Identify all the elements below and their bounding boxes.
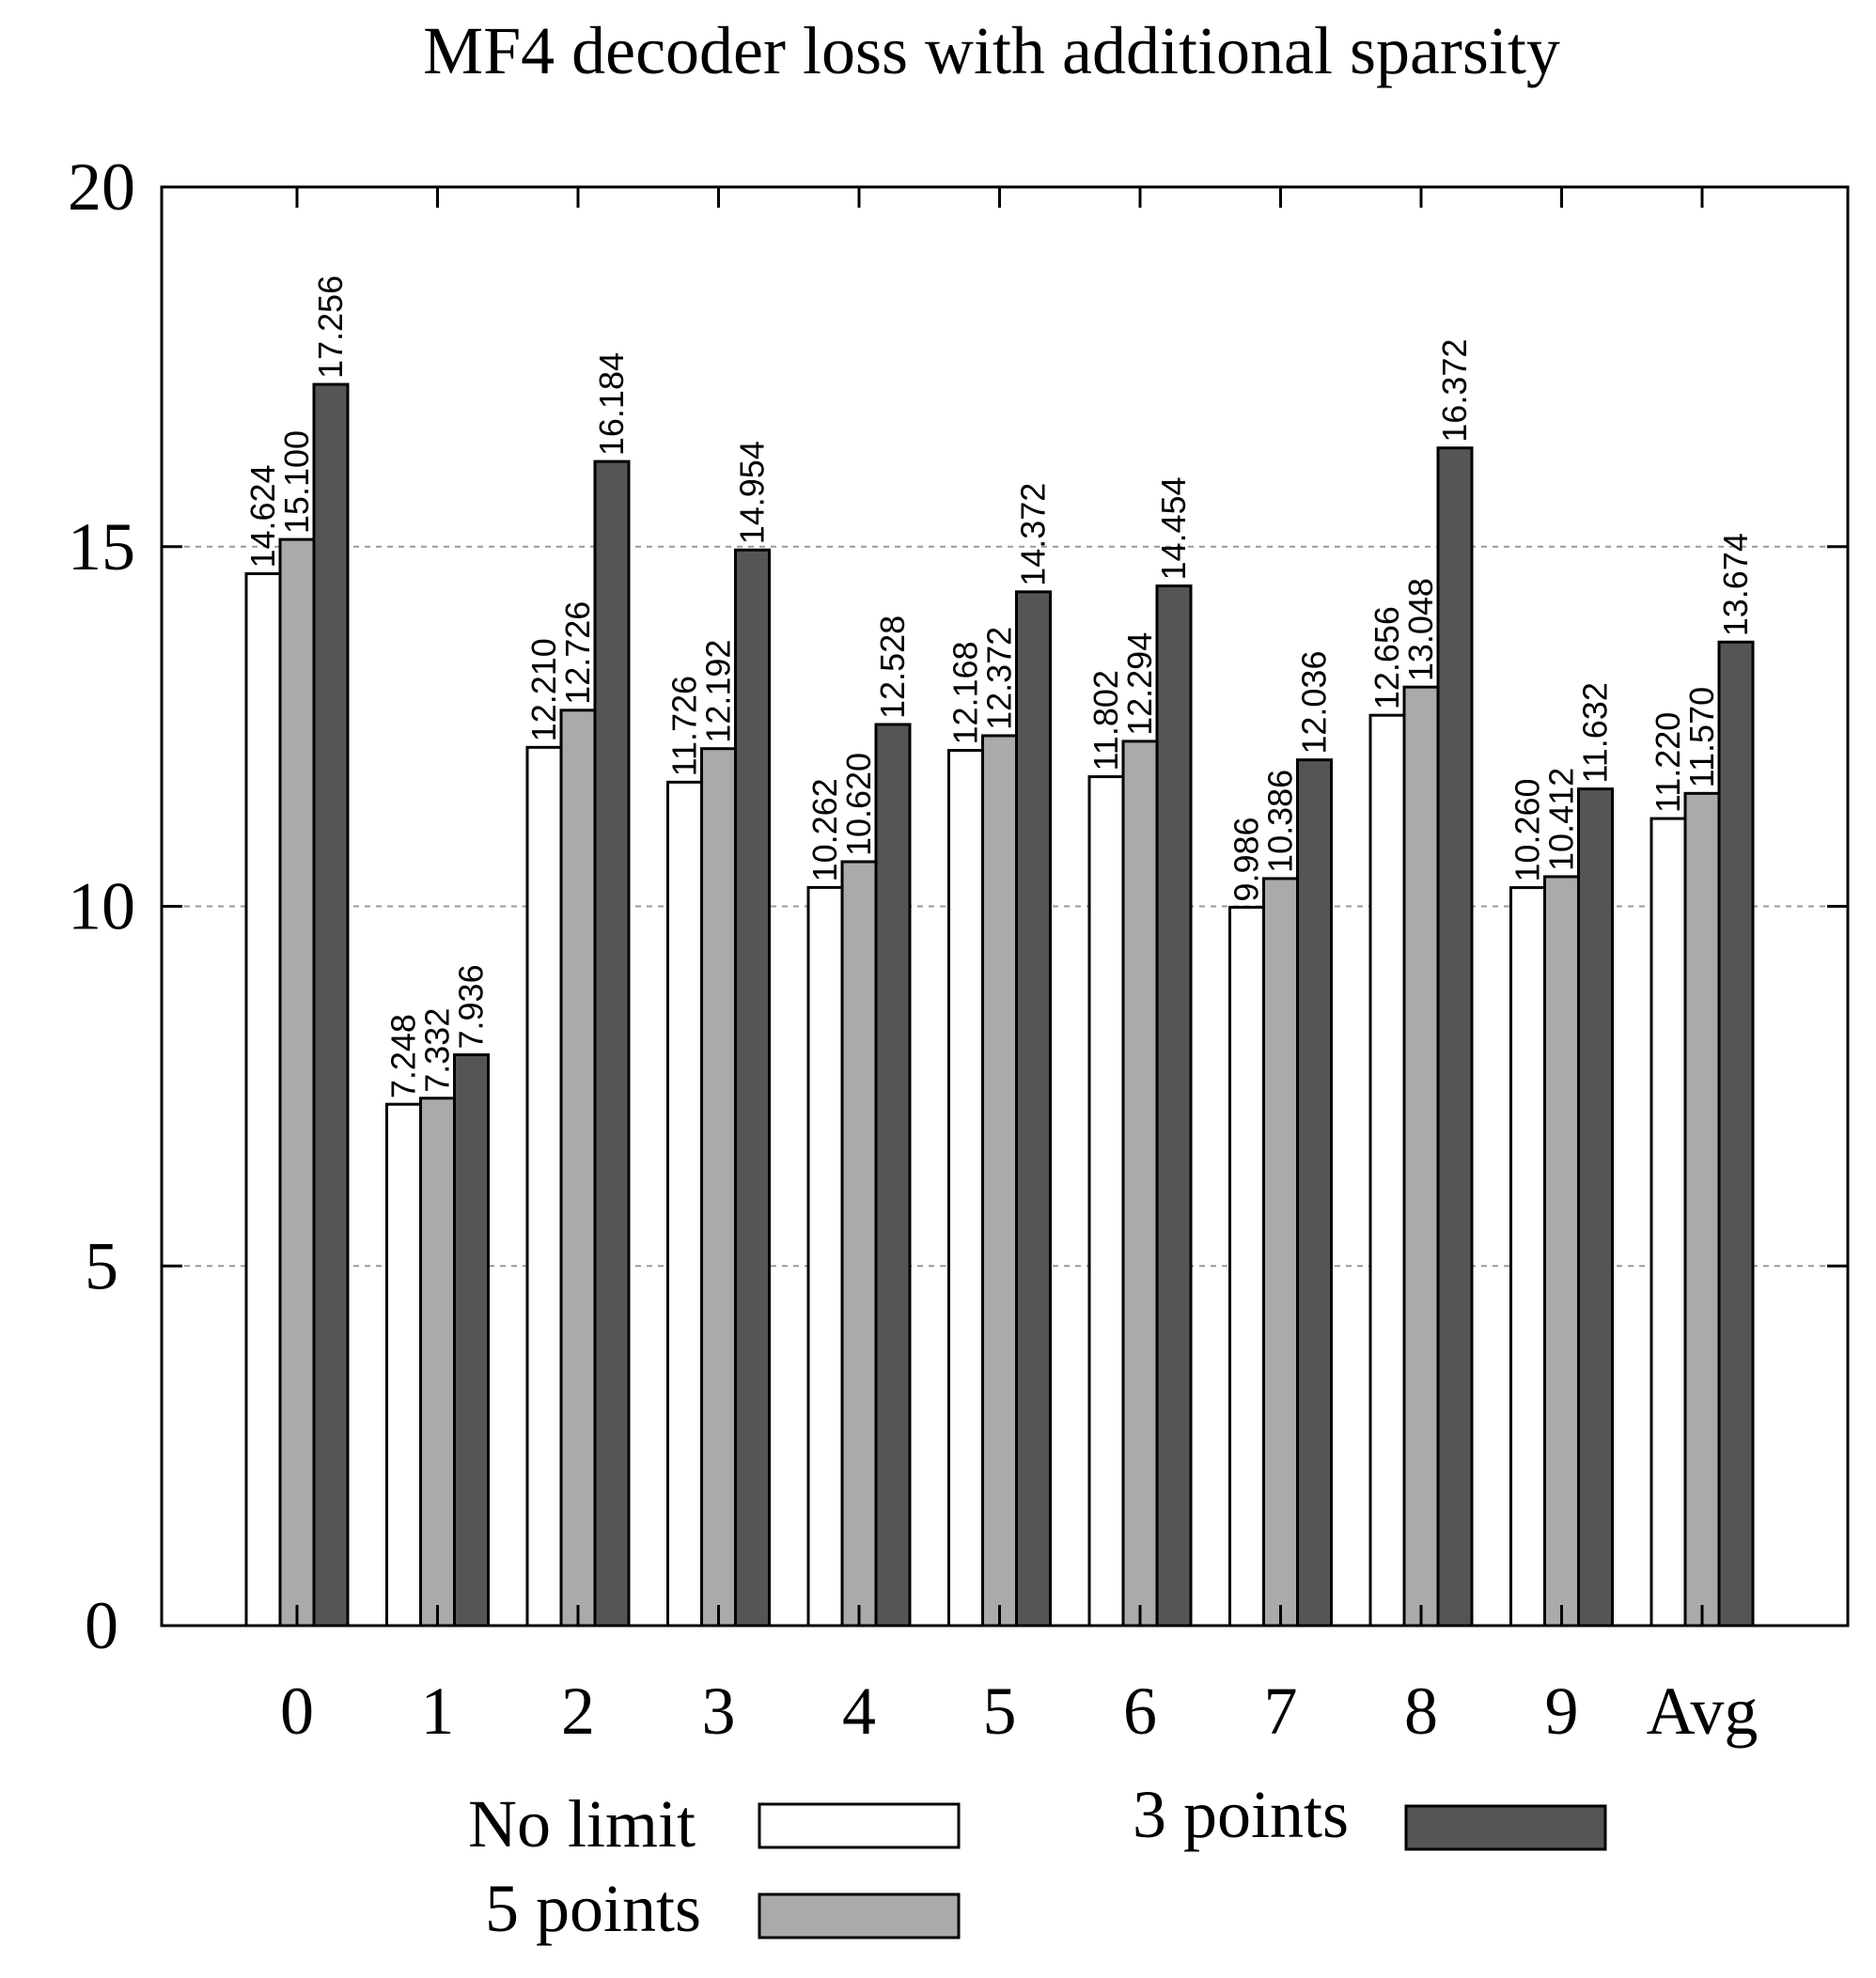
data-label: 10.260: [1509, 778, 1547, 881]
bar-5-points-9: [1543, 875, 1580, 1628]
legend-swatch-no-limit: [758, 1802, 961, 1849]
x-tick-label: 5: [983, 1674, 1017, 1749]
bar-3-points-9: [1577, 787, 1614, 1628]
bar-no-limit-2: [525, 745, 563, 1628]
data-label: 11.570: [1682, 687, 1721, 787]
x-tick-label: 6: [1123, 1674, 1157, 1749]
bar-5-points-5: [981, 734, 1018, 1628]
bar-5-points-6: [1121, 740, 1159, 1628]
data-label: 16.184: [592, 352, 631, 456]
data-label: 12.528: [873, 615, 912, 719]
bar-3-points-avg: [1717, 640, 1755, 1628]
data-label: 7.248: [384, 1014, 423, 1098]
y-tick-label: 0: [85, 1588, 118, 1663]
data-label: 14.954: [733, 441, 772, 544]
bar-5-points-1: [419, 1097, 456, 1628]
bar-no-limit-1: [385, 1102, 422, 1628]
data-label: 14.454: [1154, 476, 1193, 580]
bar-5-points-2: [559, 709, 597, 1628]
bar-5-points-3: [700, 747, 737, 1628]
bar-3-points-0: [312, 382, 350, 1628]
bar-5-points-0: [278, 537, 316, 1628]
bar-3-points-3: [734, 548, 771, 1628]
y-tick-label: 20: [68, 149, 135, 225]
legend-entry-5-points: 5 points: [485, 1871, 961, 1946]
data-label: 10.262: [805, 778, 844, 881]
data-label: 11.220: [1649, 712, 1687, 813]
x-tick-label: Avg: [1647, 1674, 1759, 1749]
x-tick-label: 8: [1404, 1674, 1438, 1749]
legend-label-no-limit: No limit: [468, 1786, 696, 1861]
x-tick-label: 7: [1264, 1674, 1298, 1749]
legend-swatch-3-points: [1404, 1804, 1607, 1851]
data-label: 14.624: [243, 464, 282, 568]
x-tick-label: 1: [421, 1674, 455, 1749]
bars: [244, 382, 1755, 1628]
legend: No limit 5 points 3 points: [468, 1777, 1607, 1946]
bar-3-points-5: [1015, 590, 1052, 1628]
y-tick-label: 10: [68, 869, 135, 944]
data-label: 15.100: [277, 430, 316, 534]
data-label: 13.048: [1401, 578, 1440, 681]
data-label: 12.726: [558, 601, 597, 705]
bar-no-limit-3: [666, 780, 703, 1628]
bar-no-limit-0: [244, 572, 282, 1628]
bar-no-limit-4: [806, 885, 844, 1628]
data-label: 13.674: [1716, 533, 1755, 636]
bar-3-points-7: [1296, 758, 1333, 1628]
legend-label-5-points: 5 points: [485, 1871, 701, 1946]
bar-no-limit-6: [1087, 775, 1125, 1628]
data-label: 12.372: [980, 627, 1019, 730]
x-axis-ticks: 0 1 2 3 4 5 6 7 8 9 Avg: [280, 187, 1758, 1749]
bar-3-points-2: [593, 459, 631, 1628]
data-label: 12.168: [946, 641, 985, 744]
bar-3-points-6: [1155, 584, 1193, 1628]
x-tick-label: 4: [842, 1674, 876, 1749]
bar-3-points-1: [453, 1052, 490, 1628]
data-label: 10.412: [1542, 768, 1581, 871]
bar-no-limit-avg: [1649, 817, 1687, 1628]
bar-no-limit-9: [1509, 886, 1546, 1628]
legend-label-3-points: 3 points: [1133, 1777, 1349, 1852]
bar-no-limit-7: [1228, 906, 1265, 1628]
bar-no-limit-8: [1368, 713, 1406, 1628]
data-label: 12.656: [1368, 606, 1406, 709]
data-label: 17.256: [311, 275, 350, 379]
data-label: 9.986: [1227, 817, 1266, 901]
data-label: 10.620: [839, 753, 878, 856]
chart-title: MF4 decoder loss with additional sparsit…: [423, 13, 1560, 88]
data-label: 14.372: [1014, 483, 1053, 586]
data-label: 10.386: [1261, 770, 1300, 873]
y-axis-ticks: 0 5 10 15 20: [68, 149, 1848, 1663]
data-labels: 14.62415.10017.2567.2487.3327.93612.2101…: [243, 275, 1755, 1098]
y-tick-label: 5: [85, 1228, 118, 1303]
data-label: 7.332: [418, 1008, 457, 1093]
data-label: 16.372: [1435, 339, 1474, 443]
data-label: 12.210: [524, 638, 563, 741]
legend-entry-no-limit: No limit: [468, 1786, 961, 1861]
bar-5-points-4: [840, 860, 878, 1628]
legend-entry-3-points: 3 points: [1133, 1777, 1607, 1852]
x-tick-label: 2: [561, 1674, 595, 1749]
bar-3-points-4: [874, 723, 912, 1628]
data-label: 11.726: [665, 676, 704, 776]
y-tick-label: 15: [68, 509, 135, 584]
x-tick-label: 0: [280, 1674, 314, 1749]
bar-5-points-avg: [1683, 791, 1721, 1628]
bar-5-points-8: [1402, 685, 1440, 1628]
data-label: 12.036: [1295, 651, 1334, 755]
data-label: 7.936: [452, 964, 491, 1049]
data-label: 11.632: [1576, 682, 1615, 783]
legend-swatch-5-points: [758, 1892, 961, 1939]
x-tick-label: 3: [702, 1674, 736, 1749]
bar-3-points-8: [1436, 446, 1474, 1628]
data-label: 12.192: [699, 640, 738, 743]
data-label: 11.802: [1087, 670, 1125, 771]
bar-5-points-7: [1262, 877, 1299, 1628]
x-tick-label: 9: [1545, 1674, 1579, 1749]
bar-no-limit-5: [947, 749, 984, 1628]
data-label: 12.294: [1120, 632, 1159, 736]
